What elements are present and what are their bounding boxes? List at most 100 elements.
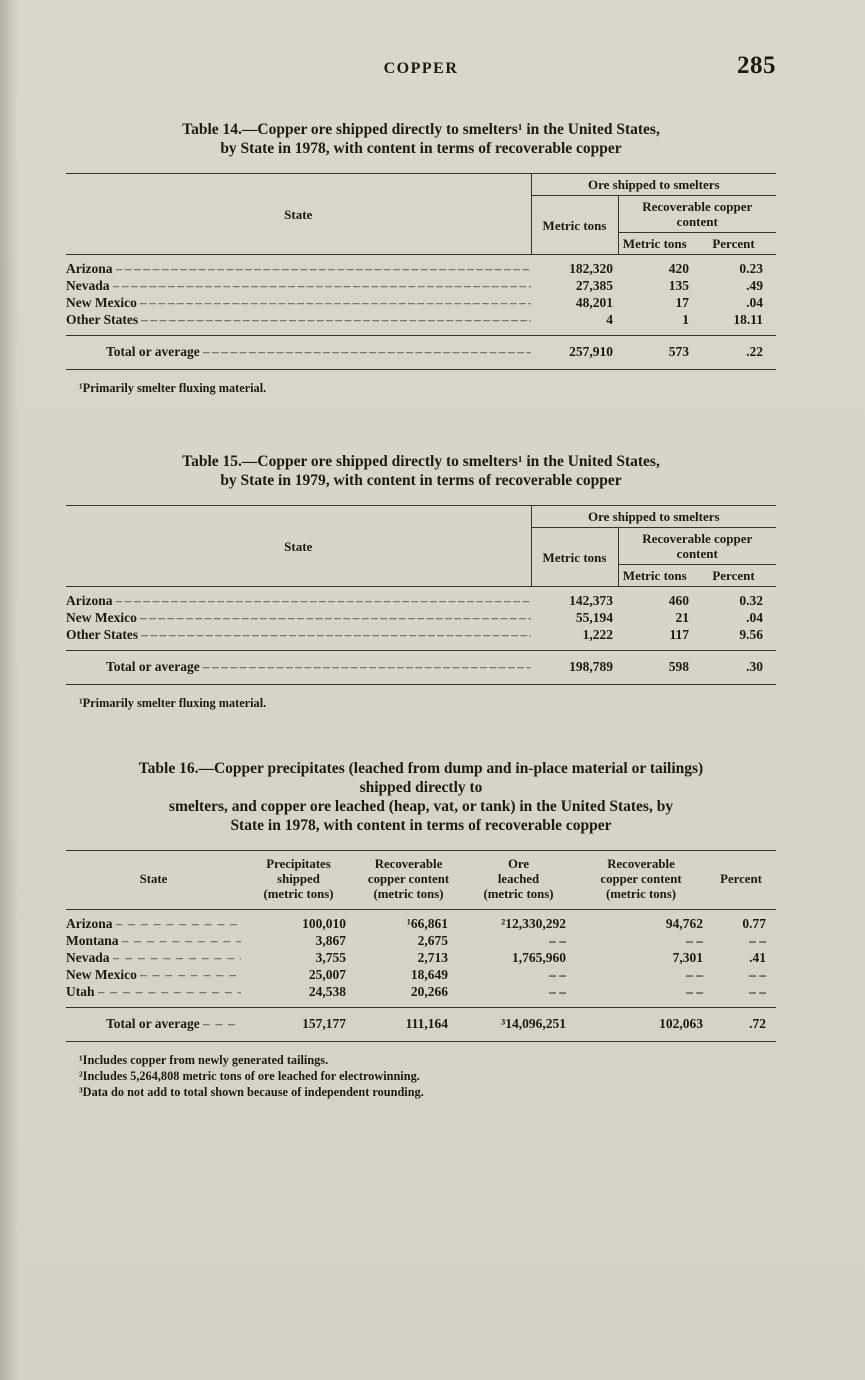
cell-recoverable-1: ¹66,861 bbox=[406, 916, 448, 931]
dash-leader bbox=[141, 627, 531, 643]
footnote-line: ¹Includes copper from newly generated ta… bbox=[79, 1053, 329, 1067]
cell-total-label: Total or average bbox=[66, 1007, 241, 1042]
cell-state: Arizona bbox=[66, 587, 531, 611]
cell-total-label: Total or average bbox=[66, 650, 531, 685]
cell-recoverable-1: 20,266 bbox=[410, 984, 448, 999]
cell-content-tons-total: 573 bbox=[618, 335, 691, 370]
table-row: Other States 1,222 117 9.56 bbox=[66, 627, 776, 651]
state-name: Nevada bbox=[66, 950, 110, 965]
cell-percent: 0.32 bbox=[739, 593, 764, 608]
cell-state: Arizona bbox=[66, 910, 241, 934]
cell-state: Arizona bbox=[66, 255, 531, 279]
column-header-recoverable-content-2: Recoverable copper content (metric tons) bbox=[576, 850, 706, 910]
column-header-metric-tons: Metric tons bbox=[530, 195, 618, 255]
cell-percent: 18.11 bbox=[733, 312, 764, 327]
cell-precipitates: 25,007 bbox=[308, 967, 346, 982]
dash-leader bbox=[203, 1016, 241, 1032]
dash-leader bbox=[113, 278, 532, 294]
cell-ore-tons: 1,222 bbox=[582, 627, 613, 642]
cell-ore-tons: 55,194 bbox=[575, 610, 613, 625]
cell-precipitates: 3,755 bbox=[315, 950, 346, 965]
cell-percent: .04 bbox=[746, 610, 764, 625]
cell-percent-total: .22 bbox=[691, 335, 777, 370]
cell-ore-leached: – – bbox=[549, 984, 566, 999]
table16: State Precipitates shipped (metric tons)… bbox=[66, 850, 776, 1042]
cell-recoverable-1-total: 111,164 bbox=[356, 1007, 461, 1042]
state-name: Nevada bbox=[66, 278, 110, 293]
state-name: Montana bbox=[66, 933, 119, 948]
cell-percent-total: .72 bbox=[706, 1007, 776, 1042]
total-label: Total or average bbox=[106, 1016, 200, 1031]
cell-recoverable-2: 94,762 bbox=[665, 916, 703, 931]
cell-state: New Mexico bbox=[66, 295, 531, 312]
cell-recoverable-2-total: 102,063 bbox=[576, 1007, 706, 1042]
state-name: Arizona bbox=[66, 916, 113, 931]
cell-ore-leached: – – bbox=[549, 933, 566, 948]
footnote-line: ²Includes 5,264,808 metric tons of ore l… bbox=[79, 1069, 420, 1083]
dash-leader bbox=[203, 659, 531, 675]
total-row: Total or average 198,789 598 .30 bbox=[66, 650, 777, 685]
dash-leader bbox=[98, 984, 241, 1000]
cell-ore-tons: 48,201 bbox=[575, 295, 613, 310]
column-header-recoverable-content-1: Recoverable copper content (metric tons) bbox=[356, 850, 461, 910]
dash-leader bbox=[140, 967, 241, 983]
cell-ore-leached: 1,765,960 bbox=[512, 950, 566, 965]
cell-percent: .49 bbox=[746, 278, 764, 293]
cell-percent: 9.56 bbox=[739, 627, 764, 642]
cell-precipitates: 100,010 bbox=[302, 916, 346, 931]
dash-leader bbox=[113, 950, 242, 966]
table15-footnote: ¹Primarily smelter fluxing material. bbox=[79, 696, 267, 710]
column-header-percent: Percent bbox=[706, 850, 776, 910]
table16-header: State Precipitates shipped (metric tons)… bbox=[66, 850, 776, 910]
state-name: New Mexico bbox=[66, 967, 137, 982]
cell-content-tons-total: 598 bbox=[618, 650, 691, 685]
table-row: Utah 24,538 20,266 – – – – – – bbox=[66, 984, 776, 1008]
cell-recoverable-2: – – bbox=[686, 967, 703, 982]
cell-ore-tons: 4 bbox=[606, 312, 613, 327]
dash-leader bbox=[116, 261, 532, 277]
column-header-recoverable-group: Recoverable copper content bbox=[617, 195, 777, 233]
table-row: New Mexico 55,194 21 .04 bbox=[66, 610, 776, 627]
state-name: Utah bbox=[66, 984, 95, 999]
cell-state: New Mexico bbox=[66, 610, 531, 627]
table-row: Nevada 3,755 2,713 1,765,960 7,301 .41 bbox=[66, 950, 776, 967]
state-name: Arizona bbox=[66, 593, 113, 608]
cell-percent-total: .30 bbox=[691, 650, 777, 685]
cell-recoverable-1: 18,649 bbox=[410, 967, 448, 982]
table-row: Montana 3,867 2,675 – – – – – – bbox=[66, 933, 776, 950]
state-name: Arizona bbox=[66, 261, 113, 276]
table14-title: Table 14.—Copper ore shipped directly to… bbox=[182, 121, 660, 157]
table-row: New Mexico 48,201 17 .04 bbox=[66, 295, 776, 312]
cell-percent: – – bbox=[749, 967, 766, 982]
cell-state: Utah bbox=[66, 984, 241, 1008]
cell-ore-leached: ²12,330,292 bbox=[501, 916, 566, 931]
cell-ore-tons: 142,373 bbox=[569, 593, 613, 608]
cell-ore-tons-total: 257,910 bbox=[531, 335, 618, 370]
cell-ore-tons-total: 198,789 bbox=[531, 650, 618, 685]
total-label: Total or average bbox=[106, 344, 200, 359]
column-header-state: State bbox=[66, 505, 531, 587]
cell-percent: 0.23 bbox=[739, 261, 764, 276]
table-row: Other States 4 1 18.11 bbox=[66, 312, 776, 336]
cell-recoverable-2: – – bbox=[686, 933, 703, 948]
table14-header: State Ore shipped to smelters Metric ton… bbox=[66, 173, 777, 255]
total-row: Total or average 157,177 111,164 ³14,096… bbox=[66, 1007, 776, 1042]
cell-ore-tons: 27,385 bbox=[575, 278, 613, 293]
dash-leader bbox=[116, 593, 532, 609]
column-header-percent: Percent bbox=[691, 232, 777, 255]
cell-percent: .41 bbox=[749, 950, 766, 965]
running-head: COPPER 285 bbox=[66, 52, 776, 90]
dash-leader bbox=[122, 933, 241, 949]
column-header-sub-metric-tons: Metric tons bbox=[617, 232, 691, 255]
cell-ore-tons: 182,320 bbox=[569, 261, 613, 276]
table16-footnotes: ¹Includes copper from newly generated ta… bbox=[79, 1052, 776, 1100]
running-head-title: COPPER bbox=[383, 60, 459, 77]
page-number: 285 bbox=[737, 52, 776, 79]
cell-recoverable-2: 7,301 bbox=[672, 950, 703, 965]
cell-total-label: Total or average bbox=[66, 335, 531, 370]
cell-content-tons: 17 bbox=[675, 295, 690, 310]
column-header-state: State bbox=[66, 173, 531, 255]
column-header-recoverable-group: Recoverable copper content bbox=[617, 527, 777, 565]
cell-state: Nevada bbox=[66, 950, 241, 967]
